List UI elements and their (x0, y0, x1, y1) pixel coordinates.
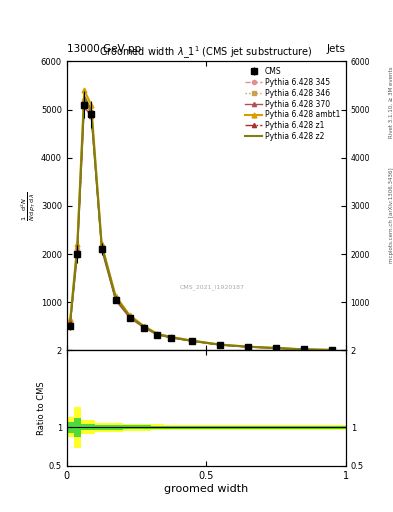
Y-axis label: $\frac{1}{N}\frac{\mathrm{d}^2 N}{\mathrm{d}\,p_T\,\mathrm{d}\,\lambda}$: $\frac{1}{N}\frac{\mathrm{d}^2 N}{\mathr… (20, 191, 38, 221)
X-axis label: groomed width: groomed width (164, 483, 248, 494)
Y-axis label: Ratio to CMS: Ratio to CMS (37, 381, 46, 435)
Text: 13000 GeV pp: 13000 GeV pp (67, 44, 141, 54)
Text: Rivet 3.1.10, ≥ 3M events: Rivet 3.1.10, ≥ 3M events (389, 67, 393, 138)
Text: CMS_2021_I1920187: CMS_2021_I1920187 (180, 284, 244, 290)
Text: mcplots.cern.ch [arXiv:1306.3436]: mcplots.cern.ch [arXiv:1306.3436] (389, 167, 393, 263)
Text: Jets: Jets (327, 44, 346, 54)
Legend: CMS, Pythia 6.428 345, Pythia 6.428 346, Pythia 6.428 370, Pythia 6.428 ambt1, P: CMS, Pythia 6.428 345, Pythia 6.428 346,… (244, 65, 342, 143)
Title: Groomed width $\lambda\_1^1$ (CMS jet substructure): Groomed width $\lambda\_1^1$ (CMS jet su… (99, 45, 313, 61)
